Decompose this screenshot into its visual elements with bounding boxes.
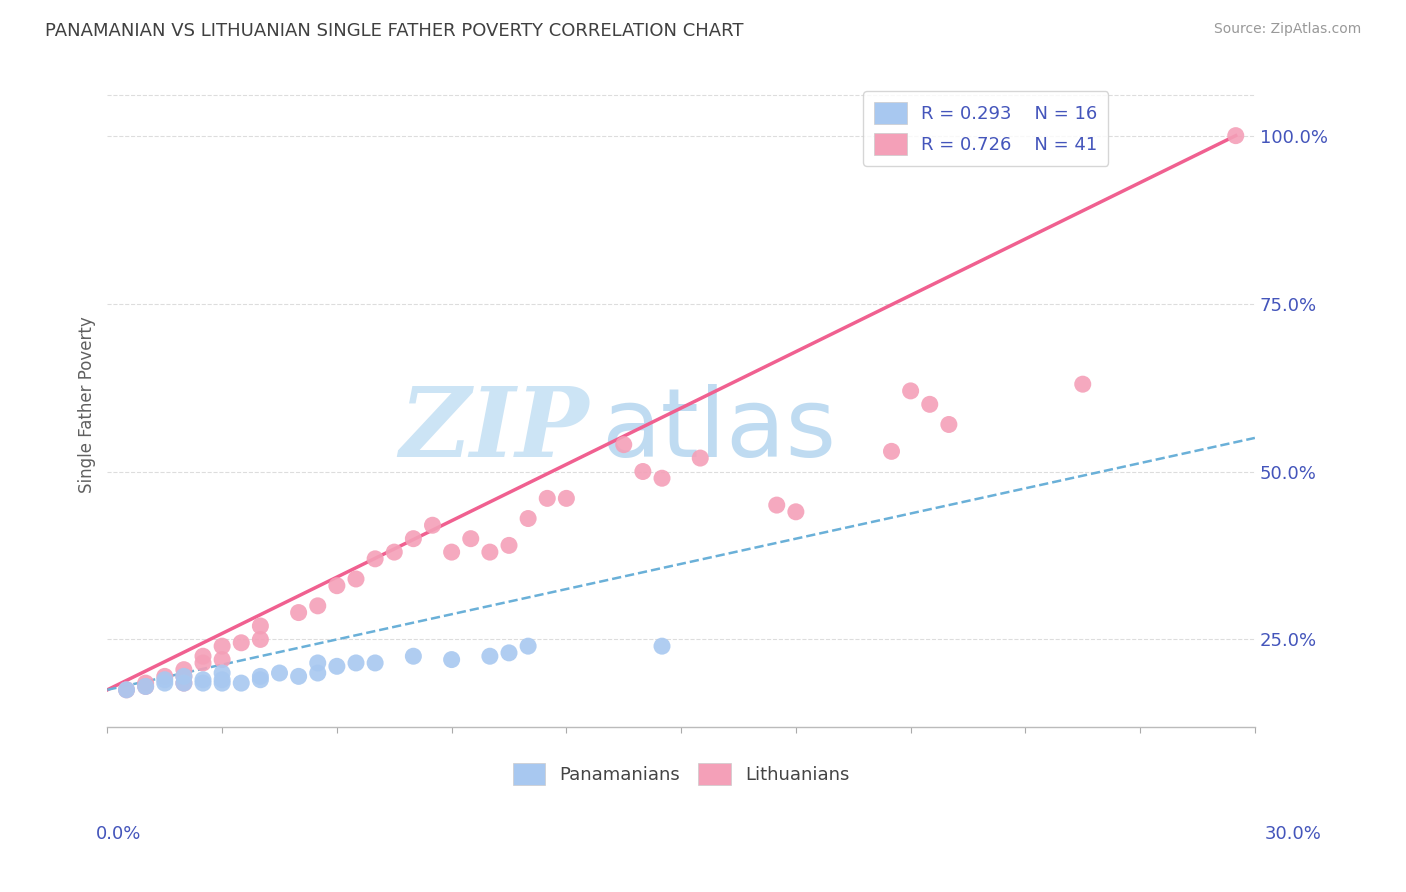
Point: [115, 682, 138, 697]
Point: [765, 498, 787, 512]
Point: [191, 676, 214, 690]
Point: [211, 652, 233, 666]
Point: [517, 639, 540, 653]
Point: [211, 666, 233, 681]
Point: [344, 656, 367, 670]
Point: [364, 551, 387, 566]
Point: [231, 676, 253, 690]
Point: [918, 397, 941, 411]
Point: [269, 666, 291, 681]
Point: [364, 656, 387, 670]
Point: [135, 680, 157, 694]
Point: [249, 673, 271, 687]
Point: [440, 652, 463, 666]
Point: [135, 676, 157, 690]
Text: PANAMANIAN VS LITHUANIAN SINGLE FATHER POVERTY CORRELATION CHART: PANAMANIAN VS LITHUANIAN SINGLE FATHER P…: [45, 22, 744, 40]
Point: [382, 545, 405, 559]
Point: [307, 599, 329, 613]
Point: [880, 444, 903, 458]
Point: [402, 649, 425, 664]
Point: [498, 646, 520, 660]
Point: [651, 639, 673, 653]
Point: [191, 656, 214, 670]
Y-axis label: Single Father Poverty: Single Father Poverty: [79, 316, 96, 492]
Point: [440, 545, 463, 559]
Point: [249, 619, 271, 633]
Point: [555, 491, 578, 506]
Point: [211, 676, 233, 690]
Point: [287, 669, 309, 683]
Point: [115, 682, 138, 697]
Point: [1071, 377, 1094, 392]
Text: ZIP: ZIP: [399, 384, 589, 477]
Point: [938, 417, 960, 432]
Point: [689, 451, 711, 466]
Point: [173, 676, 195, 690]
Point: [153, 676, 176, 690]
Point: [211, 673, 233, 687]
Text: 30.0%: 30.0%: [1265, 825, 1322, 843]
Point: [651, 471, 673, 485]
Point: [211, 639, 233, 653]
Point: [422, 518, 444, 533]
Point: [173, 669, 195, 683]
Point: [249, 632, 271, 647]
Point: [785, 505, 807, 519]
Legend: Panamanians, Lithuanians: Panamanians, Lithuanians: [505, 756, 856, 792]
Point: [153, 673, 176, 687]
Point: [536, 491, 558, 506]
Point: [402, 532, 425, 546]
Point: [173, 669, 195, 683]
Point: [613, 437, 636, 451]
Point: [900, 384, 922, 398]
Point: [135, 680, 157, 694]
Point: [498, 538, 520, 552]
Point: [153, 669, 176, 683]
Point: [344, 572, 367, 586]
Point: [326, 579, 349, 593]
Point: [173, 663, 195, 677]
Point: [1225, 128, 1247, 143]
Point: [326, 659, 349, 673]
Point: [517, 511, 540, 525]
Text: 0.0%: 0.0%: [96, 825, 141, 843]
Point: [631, 465, 654, 479]
Point: [249, 669, 271, 683]
Point: [307, 666, 329, 681]
Point: [478, 545, 501, 559]
Text: atlas: atlas: [600, 384, 837, 476]
Point: [460, 532, 482, 546]
Point: [478, 649, 501, 664]
Point: [191, 673, 214, 687]
Point: [173, 676, 195, 690]
Point: [191, 649, 214, 664]
Point: [231, 636, 253, 650]
Text: Source: ZipAtlas.com: Source: ZipAtlas.com: [1213, 22, 1361, 37]
Point: [287, 606, 309, 620]
Point: [307, 656, 329, 670]
